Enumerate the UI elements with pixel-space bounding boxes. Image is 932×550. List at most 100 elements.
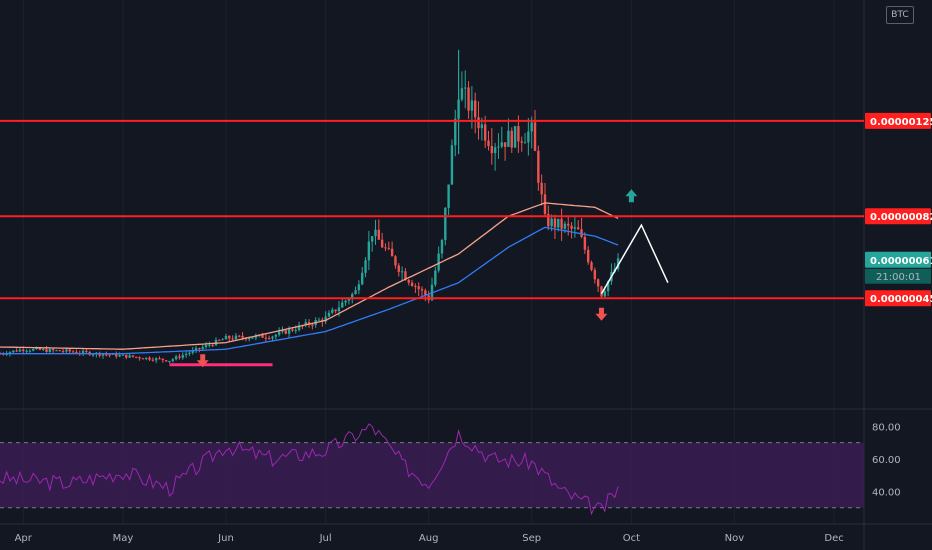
candle-body	[18, 349, 22, 352]
candle-body	[131, 355, 135, 357]
projection-path	[600, 223, 669, 295]
candle-body	[513, 126, 517, 148]
time-tick-label: Apr	[15, 533, 33, 544]
candle-body	[148, 357, 151, 360]
candle-body	[138, 357, 141, 359]
candle-body	[370, 236, 374, 242]
candle-body	[603, 291, 606, 297]
candle-body	[271, 336, 274, 339]
candle-body	[184, 353, 188, 356]
countdown-tag	[865, 268, 931, 284]
candle-body	[420, 289, 424, 291]
candle-body	[178, 356, 181, 358]
time-tick-label: Aug	[419, 533, 439, 544]
current-price-tag	[865, 251, 931, 268]
candle-body	[606, 281, 610, 292]
candle-body	[45, 349, 48, 352]
candle-body	[507, 130, 510, 147]
candle-body	[407, 280, 410, 283]
candle-body	[560, 218, 563, 229]
candle-body	[344, 300, 347, 303]
candle-body	[417, 286, 420, 290]
time-tick-label: Dec	[824, 533, 843, 544]
candle-body	[583, 236, 587, 250]
candle-body	[241, 335, 244, 338]
candle-body	[154, 358, 158, 361]
candle-body	[586, 249, 590, 263]
candle-body	[447, 184, 450, 208]
candle-body	[616, 258, 620, 269]
candle-body	[5, 353, 8, 355]
candle-body	[277, 331, 281, 335]
candle-body	[464, 87, 467, 89]
candle-body	[503, 142, 507, 147]
candle-body	[567, 223, 570, 226]
candle-body	[15, 350, 18, 352]
candle-body	[550, 218, 553, 227]
current-price-label: 0.00000061	[870, 256, 932, 267]
candle-body	[487, 140, 490, 147]
candle-body	[517, 126, 520, 142]
candle-body	[543, 194, 547, 214]
time-tick-label: Sep	[522, 533, 541, 544]
candle-body	[437, 253, 440, 271]
candle-body	[307, 322, 311, 325]
level-tag	[865, 208, 931, 225]
candle-body	[284, 330, 287, 334]
candle-body	[75, 351, 78, 353]
candle-body	[500, 142, 503, 147]
candle-body	[510, 130, 513, 148]
candle-body	[414, 285, 417, 287]
countdown-label: 21:00:01	[876, 272, 921, 283]
candle-body	[444, 207, 447, 240]
candle-body	[145, 357, 148, 359]
candle-body	[48, 349, 52, 352]
time-tick-label: Jul	[319, 533, 332, 544]
time-tick-label: Nov	[725, 533, 745, 544]
candle-body	[454, 118, 457, 146]
candle-body	[135, 356, 138, 358]
candle-body	[580, 229, 583, 237]
candle-body	[58, 350, 62, 352]
candle-body	[390, 248, 394, 257]
candle-body	[174, 356, 178, 360]
candle-body	[424, 290, 427, 296]
currency-badge[interactable]: BTC	[886, 6, 914, 24]
arrow-down-icon	[196, 354, 209, 368]
candle-body	[354, 290, 357, 294]
candle-body	[304, 322, 307, 326]
ema-slow-line	[0, 226, 619, 355]
candle-body	[294, 330, 297, 332]
candle-body	[128, 355, 131, 358]
candle-body	[151, 359, 155, 361]
level-tag-label: 0.00000045	[870, 294, 932, 305]
candle-body	[523, 142, 527, 144]
candle-body	[317, 319, 321, 321]
candle-body	[364, 260, 367, 273]
rsi-tick-label: 40.00	[872, 487, 901, 498]
time-tick-label: Jun	[217, 533, 234, 544]
candle-body	[374, 229, 377, 237]
candle-body	[527, 131, 530, 143]
candle-body	[218, 339, 221, 341]
candle-body	[204, 344, 208, 348]
candle-body	[264, 337, 268, 339]
candle-body	[384, 247, 387, 249]
candle-body	[12, 350, 15, 353]
candle-body	[38, 347, 42, 350]
candle-body	[194, 347, 198, 351]
candle-body	[474, 100, 477, 118]
candle-body	[101, 354, 105, 356]
rsi-line	[0, 423, 619, 516]
candle-body	[577, 227, 580, 230]
candle-body	[254, 335, 258, 338]
candle-body	[125, 354, 128, 358]
candle-body	[42, 349, 45, 351]
level-tag	[865, 290, 931, 307]
candle-body	[351, 293, 354, 300]
candle-body	[331, 309, 334, 313]
candle-body	[341, 302, 344, 308]
candle-body	[228, 335, 231, 339]
candle-body	[208, 344, 211, 346]
